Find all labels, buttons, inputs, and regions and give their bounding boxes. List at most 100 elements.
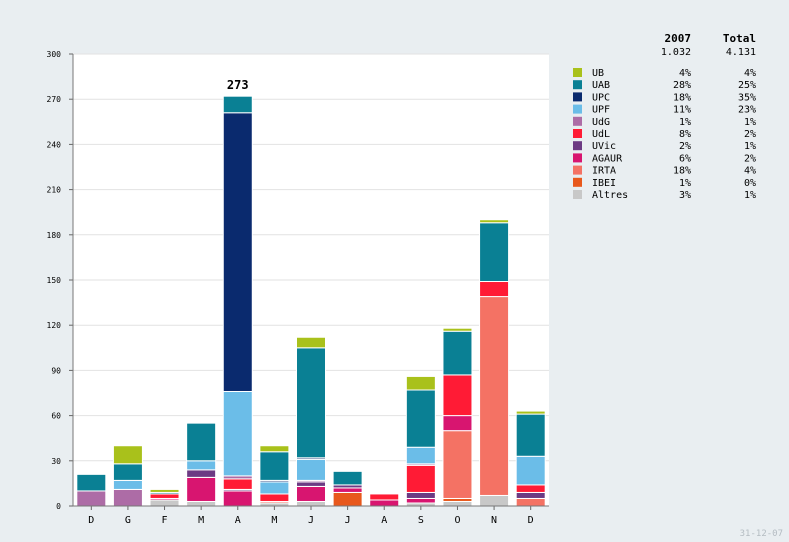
x-tick-label: M <box>271 515 277 526</box>
y-tick-label: 90 <box>51 366 61 375</box>
legend-label: UdG <box>592 117 610 128</box>
legend-label: UB <box>592 68 604 79</box>
legend-swatch <box>573 80 582 90</box>
bar-segment <box>332 470 363 486</box>
bar-segment <box>76 473 107 492</box>
bar-segment <box>296 485 326 502</box>
legend-swatch <box>573 165 582 175</box>
bar-segment <box>369 493 400 501</box>
legend-label: UVic <box>592 141 616 152</box>
legend-label: UPC <box>592 92 610 103</box>
legend-swatch <box>573 177 582 187</box>
y-tick-label: 120 <box>47 321 62 330</box>
bar-segment <box>296 481 326 487</box>
legend-total-col2: 4.131 <box>726 47 756 58</box>
legend-value-col1: 2% <box>679 141 691 152</box>
y-axis: 0 30 60 90 120 150 180 210 240 270 300 <box>47 50 74 511</box>
y-tick-label: 150 <box>47 276 62 285</box>
bar-segment <box>479 219 510 224</box>
legend-label: UdL <box>592 129 610 140</box>
bar-segment <box>259 451 290 481</box>
bar-segment <box>405 464 436 493</box>
legend-value-col2: 1% <box>744 117 756 128</box>
legend-swatch <box>573 116 582 126</box>
legend-value-col2: 4% <box>744 166 756 177</box>
legend-value-col1: 1% <box>679 178 691 189</box>
legend-value-col1: 18% <box>673 166 691 177</box>
bar-segment <box>112 463 143 481</box>
x-tick-label: J <box>308 515 314 526</box>
legend-label: UAB <box>592 80 610 91</box>
bar-segment <box>405 446 436 465</box>
bar-segment <box>222 95 253 114</box>
bar-segment <box>515 455 546 486</box>
bar-segment <box>186 460 217 471</box>
x-tick-label: A <box>381 515 387 526</box>
legend-label: IBEI <box>592 178 616 189</box>
bar-segment <box>442 327 473 332</box>
y-tick-label: 180 <box>47 231 62 240</box>
legend-label: IRTA <box>592 166 616 177</box>
bar-segment <box>222 478 253 490</box>
legend-swatch <box>573 141 582 151</box>
legend-value-col1: 3% <box>679 190 691 201</box>
legend-label: AGAUR <box>592 153 623 164</box>
legend-value-col2: 23% <box>738 105 756 116</box>
data-label: 273 <box>227 78 249 92</box>
bar-segment <box>186 500 217 507</box>
bar-segment <box>442 500 473 507</box>
legend-value-col2: 1% <box>744 141 756 152</box>
legend-value-col1: 11% <box>673 105 691 116</box>
bar-segment <box>479 222 510 283</box>
bar-segment <box>515 484 546 493</box>
x-tick-label: D <box>88 515 94 526</box>
bar-segment <box>259 445 290 453</box>
legend-value-col2: 25% <box>738 80 756 91</box>
bar-segment <box>149 499 180 507</box>
legend-header-col1: 2007 <box>665 32 692 45</box>
bar-segment <box>296 347 326 459</box>
legend-value-col1: 18% <box>673 92 691 103</box>
legend-swatch <box>573 190 582 199</box>
legend-total-col1: 1.032 <box>661 47 691 58</box>
x-tick-label: O <box>454 515 460 526</box>
bar-segment <box>296 336 326 349</box>
bar-segment <box>259 481 290 495</box>
bar-segment <box>222 490 253 507</box>
legend-swatch <box>573 129 582 138</box>
x-tick-label: N <box>491 515 497 526</box>
legend-header-col2: Total <box>723 32 756 45</box>
legend-value-col2: 2% <box>744 129 756 140</box>
annotations: 273 <box>227 78 249 92</box>
bar-segment <box>149 493 180 499</box>
legend-value-col1: 8% <box>679 129 691 140</box>
x-tick-label: F <box>162 515 168 526</box>
x-tick-label: M <box>198 515 204 526</box>
legend-swatch <box>573 68 582 77</box>
bar-segment <box>149 488 180 493</box>
x-tick-label: G <box>125 515 131 526</box>
footer-date: 31-12-07 <box>739 529 783 539</box>
bar-segment <box>186 476 217 502</box>
bar-segment <box>332 491 363 507</box>
bar-segment <box>296 458 326 481</box>
legend-swatch <box>573 104 582 114</box>
bar-segment <box>76 490 107 507</box>
legend-value-col1: 6% <box>679 153 691 164</box>
legend-value-col1: 1% <box>679 117 691 128</box>
y-tick-label: 210 <box>47 186 62 195</box>
legend-value-col2: 4% <box>744 68 756 79</box>
bar-segment <box>515 413 546 457</box>
bar-segment <box>405 491 436 499</box>
bars <box>76 95 546 507</box>
bar-segment <box>479 296 510 496</box>
y-tick-label: 270 <box>47 95 62 104</box>
bar-segment <box>369 499 400 507</box>
bar-segment <box>479 281 510 298</box>
legend-value-col2: 2% <box>744 153 756 164</box>
bar-segment <box>405 375 436 391</box>
bar-segment <box>405 389 436 448</box>
legend-value-col1: 4% <box>679 68 691 79</box>
x-tick-label: A <box>235 515 241 526</box>
